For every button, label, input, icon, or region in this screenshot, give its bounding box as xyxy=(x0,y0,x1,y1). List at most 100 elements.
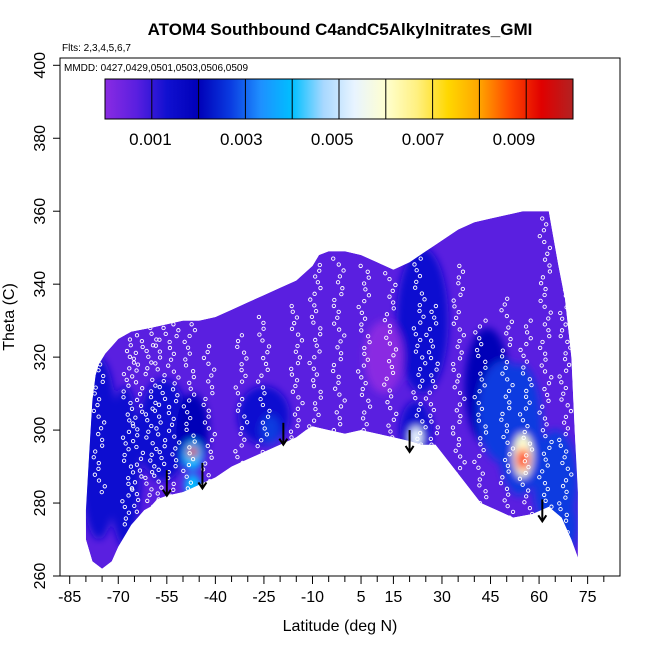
sample-point xyxy=(318,332,323,337)
sample-point xyxy=(126,481,131,487)
sample-point xyxy=(524,330,530,335)
downward-arrow xyxy=(197,462,208,491)
sample-point xyxy=(549,504,554,509)
colorbar-tick-label: 0.005 xyxy=(311,130,354,149)
sample-point xyxy=(476,418,482,423)
sample-point xyxy=(206,361,211,366)
sample-point xyxy=(542,386,547,392)
sample-point xyxy=(428,338,434,343)
sample-point xyxy=(342,398,347,403)
sample-point xyxy=(310,257,316,262)
sample-point xyxy=(460,286,465,292)
sample-point xyxy=(101,373,106,379)
sample-point xyxy=(157,349,163,354)
sample-point xyxy=(308,297,313,302)
concentration-blob xyxy=(364,320,404,394)
sample-point xyxy=(170,387,176,392)
sample-point xyxy=(558,443,563,448)
flight-track xyxy=(307,245,323,429)
sample-point xyxy=(212,432,217,437)
sample-point xyxy=(96,460,101,466)
sample-point xyxy=(124,348,130,354)
sample-point xyxy=(183,363,189,368)
sample-point xyxy=(307,424,312,429)
sample-point xyxy=(500,348,505,353)
sample-point xyxy=(129,406,135,411)
sample-point xyxy=(423,361,428,366)
sample-point xyxy=(134,462,140,467)
y-tick-label: 300 xyxy=(32,417,49,444)
sample-point xyxy=(362,298,367,304)
sample-point xyxy=(338,356,343,362)
sample-point xyxy=(416,372,421,378)
sample-point xyxy=(311,418,317,423)
sample-point xyxy=(312,355,317,360)
sample-point xyxy=(289,303,294,309)
sample-point xyxy=(414,413,419,418)
flight-track xyxy=(120,325,137,539)
sample-point xyxy=(209,385,215,390)
sample-point xyxy=(145,498,150,504)
sample-point xyxy=(563,322,568,327)
sample-point xyxy=(155,367,160,372)
sample-point xyxy=(524,494,529,499)
sample-point xyxy=(452,304,457,309)
sample-point xyxy=(150,377,155,382)
sample-point xyxy=(311,366,316,371)
sample-point xyxy=(546,381,552,386)
sample-point xyxy=(567,282,572,287)
sample-point xyxy=(565,339,570,345)
sample-point xyxy=(342,333,347,338)
flight-track xyxy=(166,322,182,498)
sample-point xyxy=(296,418,301,423)
sample-point xyxy=(384,335,389,340)
sample-point xyxy=(99,489,104,495)
sample-point xyxy=(122,522,127,527)
sample-point xyxy=(134,397,140,403)
sample-point xyxy=(529,382,534,388)
sample-point xyxy=(504,423,510,428)
sample-point xyxy=(96,466,101,472)
sample-point xyxy=(483,359,488,364)
sample-point xyxy=(421,314,426,319)
sample-point xyxy=(187,333,192,339)
sample-point xyxy=(157,449,162,455)
downward-arrow xyxy=(278,422,289,447)
downward-arrow xyxy=(537,499,548,524)
concentration-blob xyxy=(516,448,530,471)
sample-point xyxy=(126,493,131,498)
sample-point xyxy=(367,339,372,345)
sample-point xyxy=(336,380,341,385)
sample-point xyxy=(539,363,544,368)
sample-point xyxy=(382,382,387,387)
sample-point xyxy=(260,338,265,343)
sample-point xyxy=(156,467,161,472)
sample-point xyxy=(560,483,566,489)
sample-point xyxy=(149,487,154,492)
sample-point xyxy=(523,406,529,411)
sample-point xyxy=(562,455,567,460)
sample-point xyxy=(456,281,461,286)
sample-point xyxy=(139,338,145,344)
sample-point xyxy=(561,420,567,425)
sample-point xyxy=(523,394,529,399)
sample-point xyxy=(134,509,140,514)
sample-point xyxy=(477,389,482,394)
sample-point xyxy=(562,287,568,293)
sample-point xyxy=(457,454,463,459)
sample-point xyxy=(387,341,393,346)
sample-point xyxy=(503,394,508,399)
sample-point xyxy=(456,309,461,315)
sample-point xyxy=(384,312,390,317)
flight-track xyxy=(498,296,516,520)
sample-point xyxy=(162,461,167,467)
sample-point xyxy=(174,333,179,339)
sample-point xyxy=(565,466,570,471)
concentration-blob xyxy=(260,415,281,445)
flight-track xyxy=(411,256,428,447)
sample-point xyxy=(387,323,393,329)
y-tick-label: 380 xyxy=(32,125,49,152)
sample-point xyxy=(558,507,563,512)
sample-point xyxy=(311,320,316,325)
sample-point xyxy=(292,412,298,417)
